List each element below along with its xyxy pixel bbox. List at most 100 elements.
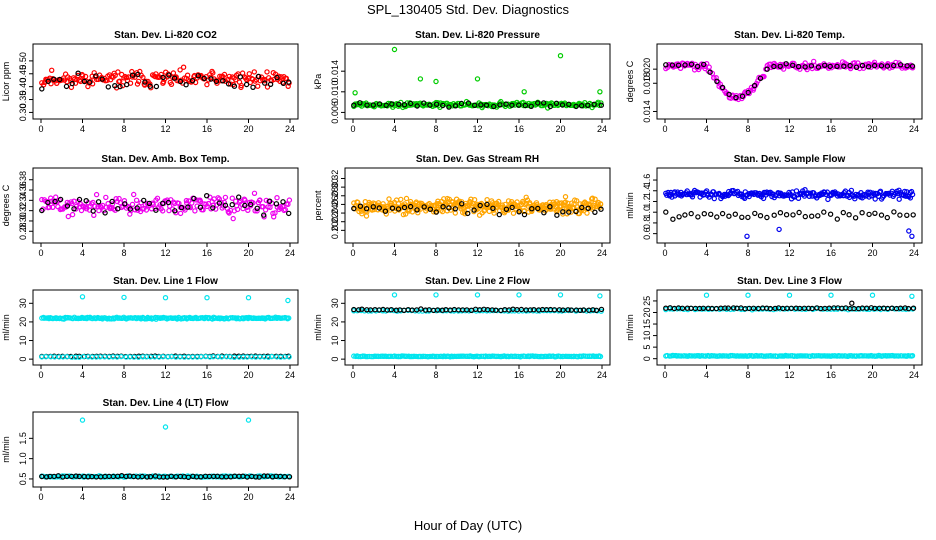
data-point	[700, 305, 707, 311]
data-point	[499, 202, 506, 208]
data-point	[711, 75, 717, 81]
data-point	[725, 305, 732, 311]
data-point	[477, 202, 483, 209]
data-point	[222, 202, 229, 208]
data-point	[560, 307, 566, 313]
data-point	[256, 474, 262, 480]
data-point	[235, 194, 242, 200]
data-point	[568, 353, 575, 360]
data-point	[439, 307, 446, 313]
data-point	[797, 191, 804, 198]
data-point	[878, 63, 885, 69]
x-tick-label: 0	[350, 370, 355, 380]
data-point	[465, 207, 471, 213]
data-point	[745, 89, 751, 96]
data-point	[878, 212, 885, 218]
data-point	[452, 103, 459, 109]
data-point	[121, 75, 127, 81]
data-point	[871, 62, 878, 69]
data-point	[357, 100, 363, 106]
data-point	[48, 195, 54, 201]
data-point	[280, 199, 286, 205]
y-tick-label: 20	[330, 317, 340, 327]
data-point	[474, 292, 481, 298]
data-point	[118, 353, 124, 360]
x-tick-label: 0	[38, 248, 43, 258]
data-point	[234, 206, 241, 213]
data-point	[859, 209, 865, 216]
data-point	[597, 201, 604, 208]
data-point	[707, 69, 713, 75]
data-point	[170, 474, 177, 480]
panel-title: Stan. Dev. Line 4 (LT) Flow	[103, 398, 229, 409]
x-tick-label: 24	[909, 370, 919, 380]
data-point	[750, 353, 756, 359]
y-tick-label: 0.24	[330, 204, 340, 222]
data-point	[262, 80, 268, 86]
y-tick-label: 0.6	[642, 227, 652, 240]
data-point	[92, 203, 98, 209]
data-point	[676, 214, 682, 220]
data-point	[367, 102, 373, 108]
chart-panel-10: Stan. Dev. Line 4 (LT) Flow ml/min 0 4 8 12 16…	[1, 398, 299, 502]
data-point	[274, 194, 280, 201]
data-point	[689, 353, 695, 359]
data-point	[752, 210, 758, 217]
data-point	[286, 354, 292, 360]
data-point	[790, 62, 796, 69]
data-point	[357, 203, 364, 209]
data-point	[86, 79, 93, 85]
y-tick-label: 5	[642, 345, 652, 350]
data-points	[351, 292, 605, 360]
data-point	[516, 102, 522, 108]
data-point	[561, 205, 567, 212]
y-tick-label: 15	[642, 319, 652, 329]
y-tick-label: 0.010	[330, 81, 340, 104]
data-point	[465, 100, 472, 106]
data-point	[726, 213, 732, 219]
data-point	[69, 211, 76, 218]
data-point	[886, 353, 893, 359]
data-point	[243, 81, 250, 88]
data-point	[541, 209, 547, 216]
y-tick-label: 25	[642, 296, 652, 306]
data-point	[566, 209, 572, 215]
data-point	[777, 63, 783, 70]
x-tick-label: 16	[514, 124, 524, 134]
plot-frame	[32, 289, 299, 366]
data-point	[509, 102, 515, 108]
data-point	[227, 81, 234, 87]
data-point	[269, 353, 275, 360]
data-point	[376, 101, 383, 107]
panel-title: Stan. Dev. Amb. Box Temp.	[101, 154, 229, 165]
data-point	[670, 216, 676, 222]
x-tick-label: 24	[285, 370, 295, 380]
data-point	[286, 197, 293, 203]
data-point	[808, 63, 815, 69]
data-point	[75, 70, 81, 76]
data-point	[557, 353, 564, 360]
data-point	[703, 292, 710, 298]
y-tick-label: 0.26	[330, 196, 340, 214]
data-point	[503, 101, 509, 107]
data-point	[254, 208, 260, 214]
data-point	[388, 307, 394, 313]
data-point	[238, 82, 244, 89]
x-tick-label: 8	[121, 124, 126, 134]
data-point	[688, 61, 695, 68]
data-point	[159, 200, 166, 206]
data-point	[153, 83, 160, 90]
data-point	[422, 353, 428, 360]
data-point	[566, 101, 572, 108]
y-tick-label: 0.5	[18, 473, 28, 486]
x-tick-label: 8	[121, 492, 126, 502]
data-point	[908, 188, 915, 195]
data-point	[491, 210, 497, 216]
data-point	[398, 196, 404, 203]
data-point	[195, 73, 201, 79]
data-point	[584, 210, 590, 216]
data-point	[526, 199, 533, 206]
y-tick-label: 0.018	[642, 72, 652, 95]
x-tick-label: 20	[555, 124, 565, 134]
x-tick-label: 8	[433, 124, 438, 134]
